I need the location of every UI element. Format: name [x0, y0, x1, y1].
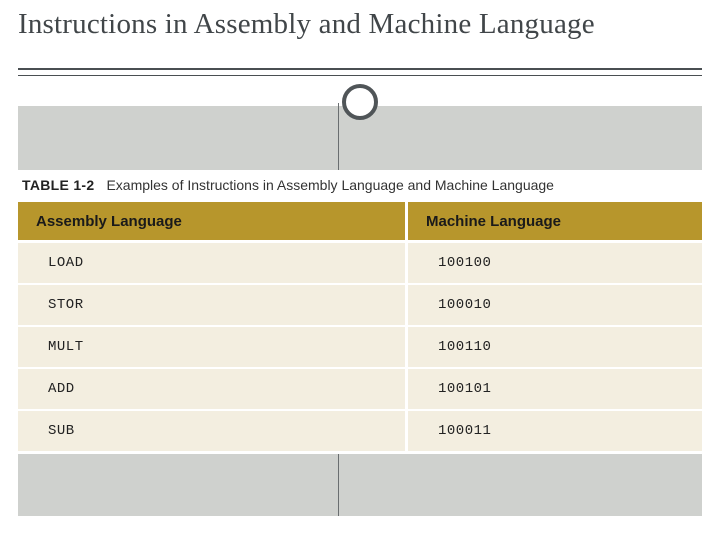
vertical-divider-bottom [338, 454, 339, 516]
caption-label: TABLE 1-2 [22, 177, 94, 193]
table-caption: TABLE 1-2 Examples of Instructions in As… [18, 170, 702, 200]
cell-machine: 100110 [408, 326, 702, 368]
title-area: Instructions in Assembly and Machine Lan… [18, 8, 702, 76]
table-header-row: Assembly Language Machine Language [18, 200, 702, 242]
cell-machine: 100100 [408, 242, 702, 284]
cell-assembly: SUB [18, 410, 408, 452]
slide: Instructions in Assembly and Machine Lan… [0, 0, 720, 540]
cell-assembly: LOAD [18, 242, 408, 284]
table-row: SUB100011 [18, 410, 702, 452]
title-underline-thin [18, 75, 702, 76]
page-title: Instructions in Assembly and Machine Lan… [18, 8, 702, 41]
cell-assembly: ADD [18, 368, 408, 410]
cell-assembly: STOR [18, 284, 408, 326]
vertical-divider-top [338, 103, 339, 170]
table-row: MULT100110 [18, 326, 702, 368]
gray-band-bottom [18, 454, 702, 516]
cell-machine: 100011 [408, 410, 702, 452]
cell-machine: 100101 [408, 368, 702, 410]
cell-assembly: MULT [18, 326, 408, 368]
table-row: LOAD100100 [18, 242, 702, 284]
cell-machine: 100010 [408, 284, 702, 326]
title-underline-thick [18, 68, 702, 70]
table-header-assembly: Assembly Language [18, 200, 408, 242]
table-header-machine: Machine Language [408, 200, 702, 242]
table-row: ADD100101 [18, 368, 702, 410]
table-row: STOR100010 [18, 284, 702, 326]
circle-ornament-icon [342, 84, 378, 120]
caption-text: Examples of Instructions in Assembly Lan… [106, 177, 554, 193]
instruction-table: Assembly Language Machine Language LOAD1… [18, 200, 702, 452]
